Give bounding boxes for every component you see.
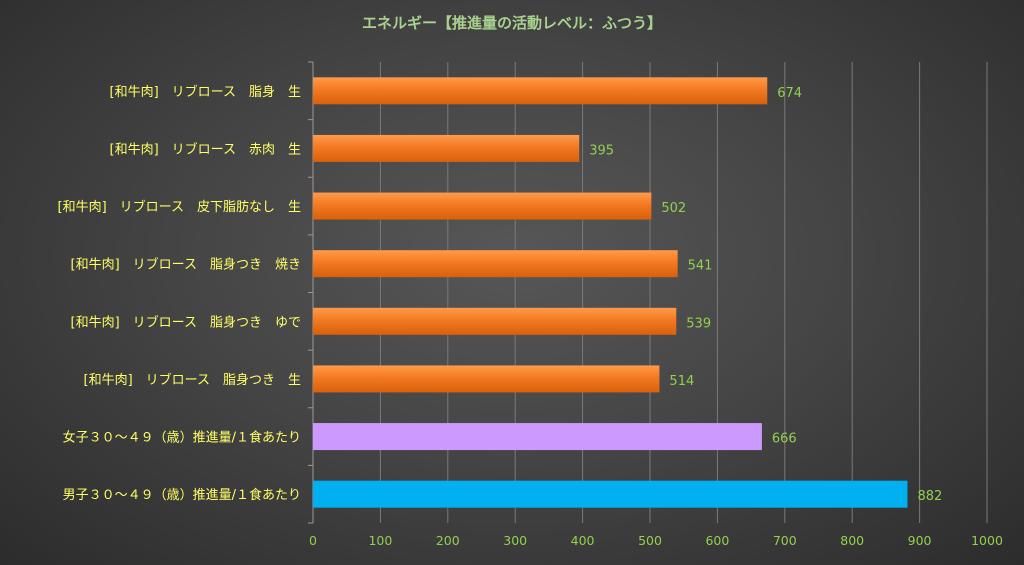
- bar: [313, 365, 660, 393]
- category-label: 女子３０～４９（歳）推進量/１食あたり: [63, 430, 301, 446]
- value-label: 674: [777, 86, 802, 101]
- labels: 0 100 200 300 400 500 600 700 800 900 1000 [和牛肉] リブ…: [58, 84, 1003, 548]
- x-tick-label: 500: [638, 533, 662, 548]
- x-tick-label: 0: [309, 533, 317, 548]
- value-label: 395: [589, 143, 614, 158]
- x-tick-label: 200: [436, 533, 460, 548]
- bar: [313, 480, 908, 508]
- bar: [313, 192, 652, 220]
- x-tick-label: 300: [503, 533, 527, 548]
- bar: [313, 134, 580, 162]
- x-tick-label: 600: [705, 533, 729, 548]
- value-label: 502: [661, 201, 686, 216]
- category-label: [和牛肉] リブロース 赤肉 生: [110, 141, 302, 157]
- bar: [313, 250, 678, 278]
- value-label: 514: [669, 374, 694, 389]
- value-label: 541: [688, 259, 713, 274]
- gridlines: [308, 61, 988, 524]
- category-label: 男子３０～４９（歳）推進量/１食あたり: [63, 487, 301, 503]
- chart-title: エネルギー【推進量の活動レベル：ふつう】: [362, 14, 662, 32]
- bar: [313, 423, 762, 451]
- x-tick-label: 100: [368, 533, 392, 548]
- x-tick-label: 800: [840, 533, 864, 548]
- x-tick-label: 400: [571, 533, 595, 548]
- category-label: [和牛肉] リブロース 皮下脂肪なし 生: [58, 199, 302, 215]
- x-tick-label: 900: [908, 533, 932, 548]
- category-label: [和牛肉] リブロース 脂身つき ゆで: [71, 314, 302, 330]
- value-label: 882: [917, 489, 942, 504]
- category-label: [和牛肉] リブロース 脂身つき 生: [84, 372, 302, 388]
- category-label: [和牛肉] リブロース 脂身つき 焼き: [71, 257, 302, 273]
- bar: [313, 307, 677, 335]
- value-label: 666: [772, 432, 797, 447]
- category-label: [和牛肉] リブロース 脂身 生: [110, 84, 302, 100]
- bar: [313, 77, 768, 105]
- x-tick-label: 1000: [971, 533, 1003, 548]
- value-label: 539: [686, 316, 711, 331]
- bars: [313, 77, 908, 508]
- x-tick-label: 700: [773, 533, 797, 548]
